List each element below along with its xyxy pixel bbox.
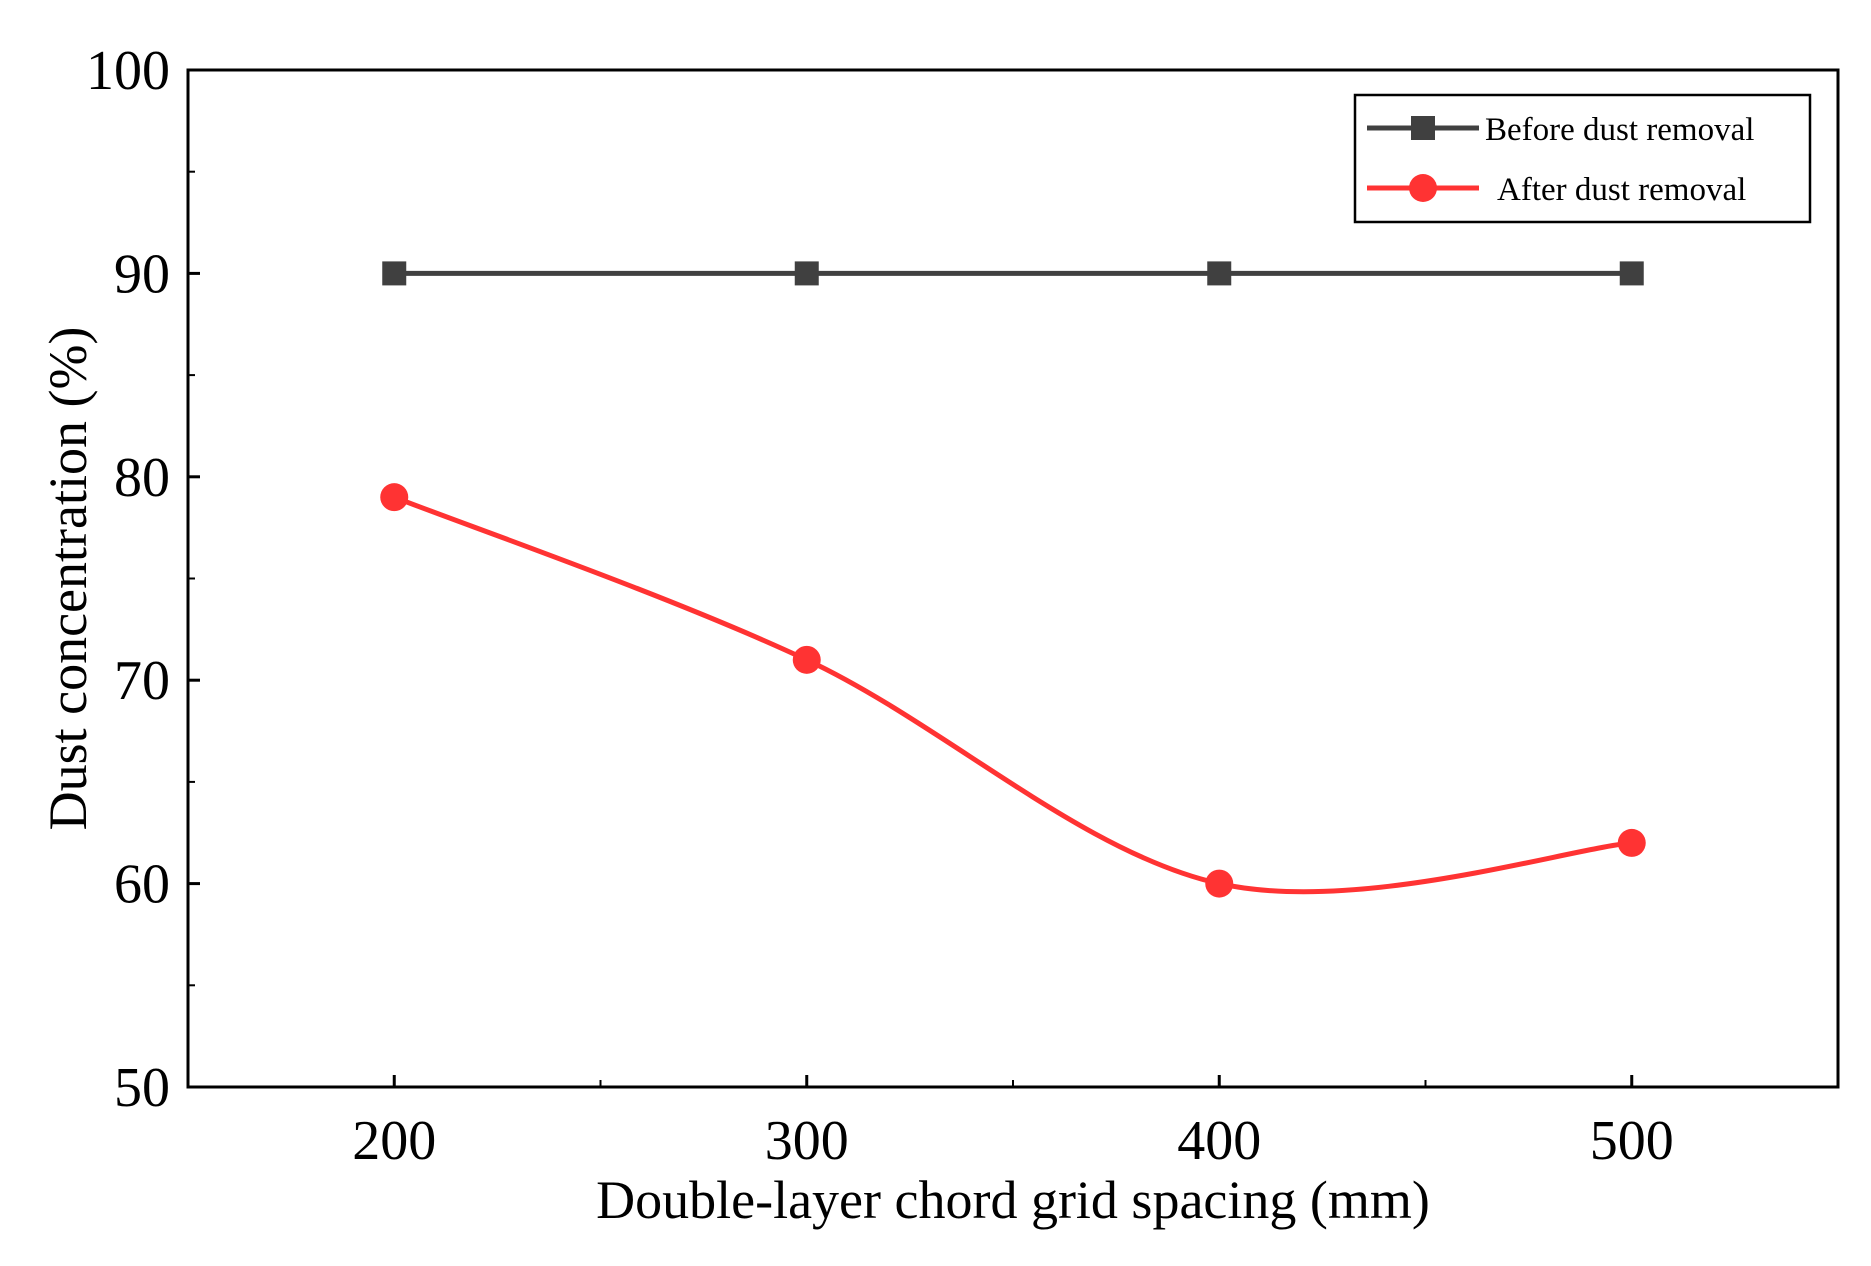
- y-tick-label: 70: [114, 650, 170, 712]
- axes: 50 60 70 80 90 100 200 300 400 500: [86, 40, 1840, 1172]
- legend-label: After dust removal: [1497, 172, 1746, 208]
- x-tick-label: 200: [352, 1110, 436, 1172]
- series-1-point: [1207, 261, 1232, 286]
- y-tick-label: 100: [86, 40, 170, 102]
- y-axis-title: Dust concentration (%): [38, 327, 98, 831]
- legend-swatch-marker: [1409, 174, 1437, 202]
- series-2-point: [380, 483, 409, 512]
- legend-label: Before dust removal: [1485, 112, 1754, 148]
- y-tick-label: 90: [114, 243, 170, 305]
- series-1-point: [794, 261, 819, 286]
- x-tick-label: 500: [1590, 1110, 1674, 1172]
- series-2-point: [792, 645, 821, 674]
- y-tick-label: 50: [114, 1057, 170, 1119]
- series-2-point: [1205, 869, 1234, 898]
- x-tick-label: 400: [1177, 1110, 1261, 1172]
- y-tick-label: 80: [114, 447, 170, 509]
- series-1-point: [1619, 261, 1644, 286]
- series-2-line: [393, 494, 1632, 895]
- legend-swatch-marker: [1411, 116, 1435, 140]
- x-tick-label: 300: [765, 1110, 849, 1172]
- y-tick-label: 60: [114, 854, 170, 916]
- legend: Before dust removal After dust removal: [1353, 93, 1812, 224]
- x-axis-title: Double-layer chord grid spacing (mm): [596, 1170, 1430, 1230]
- series-1-point: [382, 261, 407, 286]
- plot-area: [380, 261, 1646, 898]
- series-2-point: [1617, 828, 1646, 857]
